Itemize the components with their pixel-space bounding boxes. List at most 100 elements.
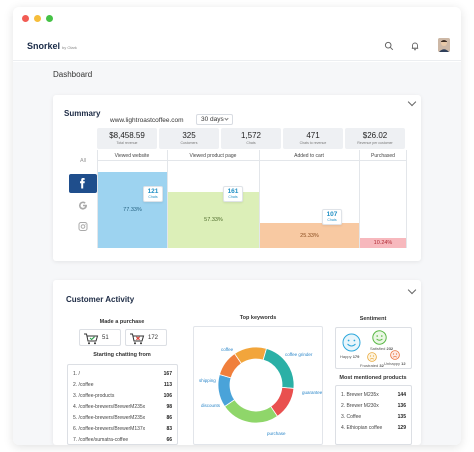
app-header: Snorkel by Olark [13, 29, 461, 61]
bell-icon[interactable] [410, 41, 420, 51]
search-icon[interactable] [384, 41, 394, 51]
starting-chat-list: 1. / 167 2. /coffee 113 3. /coffee-produ… [67, 364, 178, 445]
sentiment-panel: Happy 179 Satisfied 232 Frustrated 32 [335, 327, 412, 369]
purchase-with-chat-count: 51 [102, 335, 109, 341]
list-item-label[interactable]: 1. / [73, 371, 80, 377]
most-mentioned-products-heading: Most mentioned products [339, 375, 407, 381]
sentiment-label: Satisfied [370, 346, 386, 351]
metric-value: 325 [182, 131, 196, 140]
keyword-label[interactable]: coffee [221, 347, 234, 352]
source-filter-all[interactable]: All [69, 154, 97, 170]
list-item-label[interactable]: 2. Brewer M230x [341, 403, 379, 409]
funnel-bar-percent: 10.24% [373, 239, 393, 246]
chats-badge[interactable]: 107 Chats [322, 209, 342, 225]
starting-chat-heading: Starting chatting from [93, 352, 151, 358]
metric-label: Chats [246, 141, 256, 145]
funnel-bar-percent: 57.33% [204, 216, 223, 223]
sentiment-value: 12 [401, 361, 406, 366]
list-item-value: 136 [397, 403, 406, 409]
metric-value: $8,458.59 [109, 131, 145, 140]
funnel-gridline [167, 150, 168, 248]
list-item-label[interactable]: 7. /coffee/sumatra-coffee [73, 437, 129, 443]
date-range-value: 30 days [201, 116, 224, 123]
customer-activity-card: Customer Activity Made a purchase 51 172 [53, 280, 421, 445]
source-filter-instagram[interactable] [69, 217, 97, 236]
keyword-label[interactable]: purchase [267, 431, 286, 436]
funnel-bar-percent: 77.33% [123, 207, 142, 214]
source-filter-facebook[interactable] [69, 174, 97, 193]
purchase-without-chat: 172 [125, 329, 167, 346]
collapse-summary-icon[interactable] [407, 97, 417, 107]
funnel-gridline [259, 150, 260, 248]
chats-label: Chats [327, 218, 337, 222]
metric-value: 471 [306, 131, 320, 140]
keyword-label[interactable]: coffee grinder [285, 352, 313, 357]
stage-header: Purchased [359, 150, 407, 161]
source-filter-google[interactable] [69, 196, 97, 215]
metric-total-revenue: $8,458.59 Total revenue [97, 128, 157, 149]
close-window-button[interactable] [22, 15, 29, 22]
chats-label: Chats [228, 195, 238, 199]
list-item-label[interactable]: 4. /coffee-brewers/BrewerM235x [73, 404, 146, 410]
sentiment-label: Happy [340, 354, 352, 359]
list-item-value: 144 [397, 392, 406, 398]
stage-header: Added to cart [259, 150, 359, 161]
logo-subtitle: by Olark [62, 45, 77, 50]
donut-slice-discounts[interactable] [217, 374, 236, 408]
funnel-bar-purchased[interactable]: 10.24% [360, 237, 406, 248]
list-item-label[interactable]: 2. /coffee [73, 382, 94, 388]
happy-face-icon [342, 333, 361, 352]
summary-title: Summary [64, 109, 101, 118]
maximize-window-button[interactable] [46, 15, 53, 22]
sentiment-value: 32 [379, 363, 384, 368]
metric-label: Total revenue [116, 141, 138, 145]
list-item-label[interactable]: 4. Ethiopian coffee [341, 425, 383, 431]
date-range-select[interactable]: 30 days [196, 114, 233, 125]
metric-chats-to-revenue: 471 Chats to revenue [283, 128, 343, 149]
list-item-label[interactable]: 6. /coffee-brewers/BrewerM137x [73, 426, 146, 432]
page-title: Dashboard [53, 70, 93, 79]
logo[interactable]: Snorkel by Olark [27, 41, 77, 51]
avatar[interactable] [438, 38, 450, 52]
list-item-label[interactable]: 1. Brewer M235x [341, 392, 379, 398]
chevron-down-icon [224, 116, 229, 121]
purchase-without-chat-count: 172 [148, 335, 159, 341]
funnel-bar-viewed-website[interactable]: 77.33% [98, 172, 167, 248]
collapse-activity-icon[interactable] [407, 285, 417, 295]
funnel-bar-added-to-cart[interactable]: 25.33% [260, 223, 359, 248]
list-item-value: 167 [163, 371, 172, 377]
list-item-value: 113 [163, 382, 172, 388]
donut-slice-shipping[interactable] [218, 353, 242, 379]
main-content: Dashboard Summary www.lightroastcoffee.c… [13, 62, 461, 445]
metric-customers: 325 Customers [159, 128, 219, 149]
source-all-label: All [79, 158, 87, 164]
donut-slice-purchase[interactable] [224, 399, 279, 424]
satisfied-face-icon [372, 330, 387, 345]
list-item-label[interactable]: 3. /coffee-products [73, 393, 115, 399]
cart-check-icon [84, 333, 99, 345]
metric-value: 1,572 [240, 131, 262, 140]
list-item-label[interactable]: 3. Coffee [341, 414, 362, 420]
activity-title: Customer Activity [66, 295, 135, 304]
instagram-icon [78, 222, 88, 231]
chats-badge[interactable]: 161 Chats [223, 186, 243, 202]
facebook-icon [80, 178, 85, 189]
funnel-bar-viewed-product[interactable]: 57.33% [168, 191, 259, 248]
metric-label: Chats to revenue [299, 141, 327, 145]
keyword-label[interactable]: guarantee [302, 390, 323, 395]
minimize-window-button[interactable] [34, 15, 41, 22]
chats-label: Chats [148, 195, 158, 199]
keyword-label[interactable]: shipping [199, 378, 216, 383]
list-item-value: 106 [163, 393, 172, 399]
chats-badge[interactable]: 121 Chats [143, 186, 163, 202]
list-item-label[interactable]: 5. /coffee-brewers/BrewerM235x [73, 415, 146, 421]
funnel-gridline [359, 150, 360, 248]
list-item-value: 98 [166, 404, 172, 410]
unhappy-face-icon [390, 350, 400, 360]
sentiment-heading: Sentiment [359, 316, 387, 322]
stage-header: Viewed website [97, 150, 167, 161]
made-purchase-heading: Made a purchase [99, 319, 145, 325]
keywords-panel: coffee coffee grinder guarantee purchase… [193, 326, 323, 445]
metric-chats: 1,572 Chats [221, 128, 281, 149]
keyword-label[interactable]: discounts [201, 403, 221, 408]
